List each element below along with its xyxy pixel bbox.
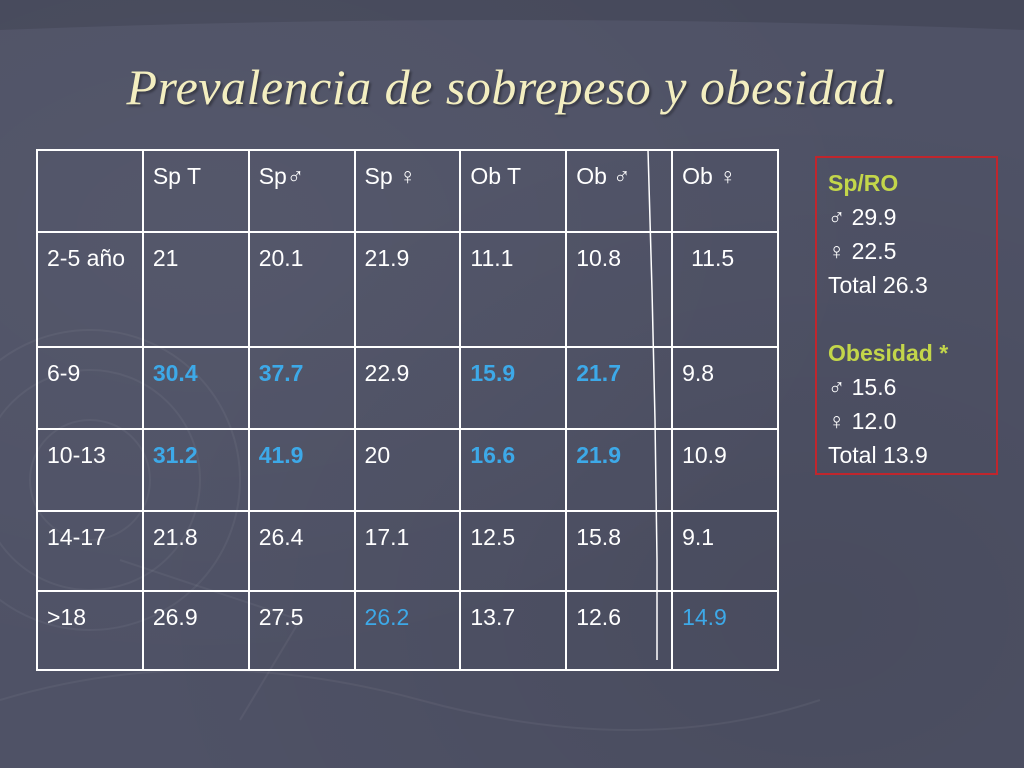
table-cell: 20.1 bbox=[247, 231, 356, 348]
spacer bbox=[828, 302, 996, 336]
table-row: 14-17 21.8 26.4 17.1 12.5 15.8 9.1 bbox=[36, 510, 779, 592]
table-cell-highlight: 14.9 bbox=[671, 590, 779, 671]
header-cell-ob-total: Ob T bbox=[459, 149, 568, 233]
table-row: 6-9 30.4 37.7 22.9 15.9 21.7 9.8 bbox=[36, 346, 779, 430]
table-cell: 12.5 bbox=[459, 510, 568, 592]
table-row: 2-5 año 21 20.1 21.9 11.1 10.8 11.5 bbox=[36, 231, 779, 348]
table-cell: 9.8 bbox=[671, 346, 779, 430]
sp-female-value: ♀ 22.5 bbox=[828, 238, 897, 264]
header-cell-sp-total: Sp T bbox=[141, 149, 250, 233]
header-cell-empty bbox=[36, 149, 144, 233]
table-cell-highlight: 37.7 bbox=[247, 346, 356, 430]
table-cell: 10.9 bbox=[671, 428, 779, 512]
prevalence-table: Sp T Sp♂ Sp ♀ Ob T Ob ♂ Ob ♀ 2-5 año 21 … bbox=[36, 149, 779, 671]
table-cell: 15.8 bbox=[565, 510, 674, 592]
table-row: >18 26.9 27.5 26.2 13.7 12.6 14.9 bbox=[36, 590, 779, 671]
table-cell-highlight: 21.9 bbox=[565, 428, 674, 512]
table-cell-highlight: 41.9 bbox=[247, 428, 356, 512]
table-cell: 21.8 bbox=[141, 510, 250, 592]
obesity-heading: Obesidad * bbox=[828, 340, 949, 366]
slide-title: Prevalencia de sobrepeso y obesidad. bbox=[126, 59, 898, 115]
row-label: 10-13 bbox=[36, 428, 144, 512]
table-cell: 21 bbox=[141, 231, 250, 348]
table-cell-highlight: 30.4 bbox=[141, 346, 250, 430]
ob-female-value: ♀ 12.0 bbox=[828, 408, 897, 434]
table-cell-highlight: 21.7 bbox=[565, 346, 674, 430]
table-cell: 11.1 bbox=[459, 231, 568, 348]
header-cell-ob-female: Ob ♀ bbox=[671, 149, 779, 233]
header-cell-ob-male: Ob ♂ bbox=[565, 149, 674, 233]
ob-male-value: ♂ 15.6 bbox=[828, 374, 897, 400]
header-cell-sp-female: Sp ♀ bbox=[353, 149, 462, 233]
table-cell-highlight: 15.9 bbox=[459, 346, 568, 430]
sp-total-value: Total 26.3 bbox=[828, 272, 928, 298]
table-cell: 17.1 bbox=[353, 510, 462, 592]
table-row: 10-13 31.2 41.9 20 16.6 21.9 10.9 bbox=[36, 428, 779, 512]
summary-box: Sp/RO ♂ 29.9 ♀ 22.5 Total 26.3 Obesidad … bbox=[815, 156, 998, 475]
table-cell: 13.7 bbox=[459, 590, 568, 671]
row-label: 6-9 bbox=[36, 346, 144, 430]
table-cell: 26.9 bbox=[141, 590, 250, 671]
row-label: 14-17 bbox=[36, 510, 144, 592]
row-label: 2-5 año bbox=[36, 231, 144, 348]
header-cell-sp-male: Sp♂ bbox=[247, 149, 356, 233]
sp-ro-heading: Sp/RO bbox=[828, 170, 899, 196]
table-cell: 26.4 bbox=[247, 510, 356, 592]
table-cell: 22.9 bbox=[353, 346, 462, 430]
row-label: >18 bbox=[36, 590, 144, 671]
table-cell: 27.5 bbox=[247, 590, 356, 671]
table-header-row: Sp T Sp♂ Sp ♀ Ob T Ob ♂ Ob ♀ bbox=[36, 149, 779, 233]
table-cell: 20 bbox=[353, 428, 462, 512]
table-cell: 9.1 bbox=[671, 510, 779, 592]
table-cell: 21.9 bbox=[353, 231, 462, 348]
table-cell: 11.5 bbox=[671, 231, 779, 348]
table-cell: 12.6 bbox=[565, 590, 674, 671]
table-cell-highlight: 16.6 bbox=[459, 428, 568, 512]
sp-male-value: ♂ 29.9 bbox=[828, 204, 897, 230]
table-cell-highlight: 26.2 bbox=[353, 590, 462, 671]
ob-total-value: Total 13.9 bbox=[828, 442, 928, 468]
table-cell: 10.8 bbox=[565, 231, 674, 348]
table-cell-highlight: 31.2 bbox=[141, 428, 250, 512]
